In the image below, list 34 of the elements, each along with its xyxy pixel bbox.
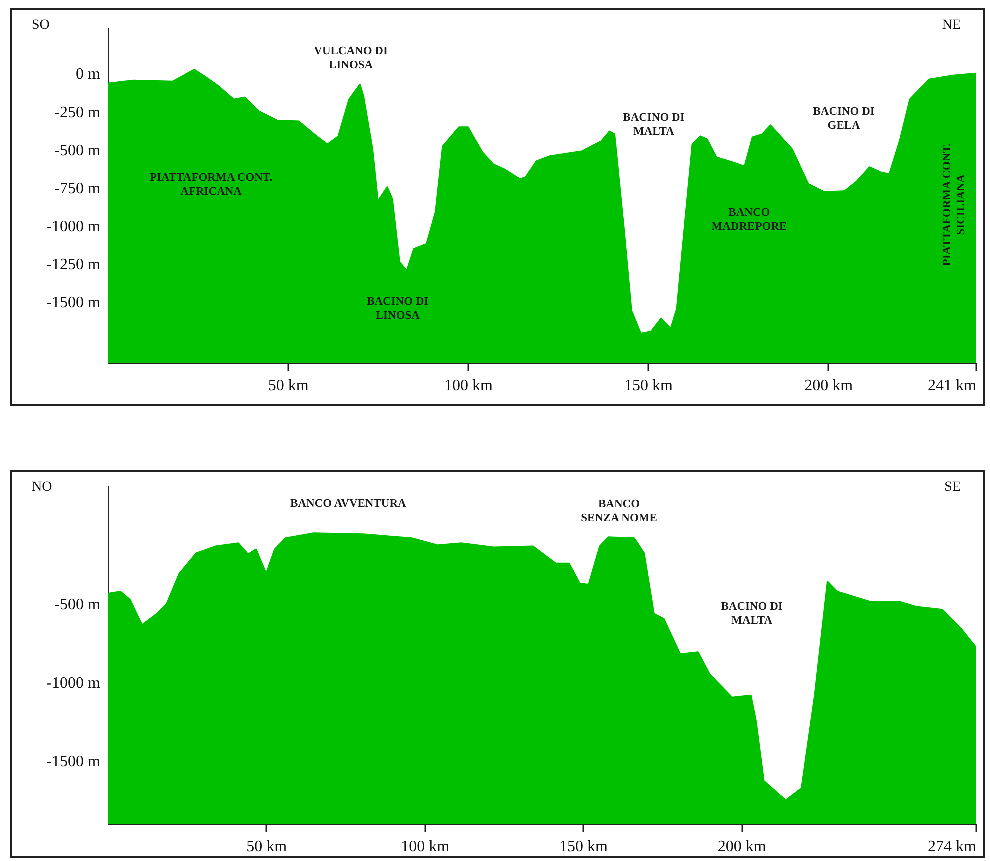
annotation: PIATTAFORMA CONT. SICILIANA: [941, 143, 968, 266]
annotation: BACINO DI LINOSA: [367, 296, 430, 322]
y-tick-label: -1500 m: [46, 754, 102, 771]
annotation: NE: [942, 18, 961, 34]
y-tick-label: -1000 m: [46, 675, 102, 692]
x-tick-label: 241 km: [928, 378, 978, 394]
y-tick-label: -500 m: [54, 596, 102, 614]
x-tick-label: 200 km: [804, 378, 854, 394]
annotation: SE: [944, 480, 961, 496]
y-tick-label: 0 m: [76, 66, 102, 84]
y-tick-label: -500 m: [54, 142, 102, 160]
x-tick-label: 274 km: [928, 838, 978, 856]
annotation: BANCO MADREPORE: [712, 206, 788, 233]
x-tick-label: 100 km: [401, 838, 450, 856]
x-tick-label: 50 km: [246, 838, 288, 856]
annotation: BACINO DI MALTA: [721, 601, 784, 628]
x-tick-label: 50 km: [268, 378, 310, 394]
x-tick-label: 150 km: [624, 378, 674, 394]
y-tick-label: -1250 m: [46, 256, 102, 274]
x-tick-label: 200 km: [718, 838, 767, 856]
annotation: BANCO SENZA NOME: [581, 498, 658, 525]
x-tick-label: 150 km: [559, 838, 608, 856]
annotation: VULCANO DI LINOSA: [314, 45, 388, 72]
annotation: PIATTAFORMA CONT. AFRICANA: [150, 172, 273, 198]
x-tick-label: 100 km: [444, 378, 494, 394]
y-tick-label: -750 m: [54, 180, 102, 198]
annotation: BACINO DI GELA: [813, 106, 876, 132]
text: NO: [32, 480, 52, 496]
annotation: BACINO DI MALTA: [623, 112, 686, 138]
text: SO: [32, 18, 50, 34]
y-tick-label: -250 m: [54, 104, 102, 122]
y-tick-label: -1500 m: [46, 294, 102, 312]
y-tick-label: -1000 m: [46, 218, 102, 236]
annotation: BANCO AVVENTURA: [290, 498, 408, 510]
